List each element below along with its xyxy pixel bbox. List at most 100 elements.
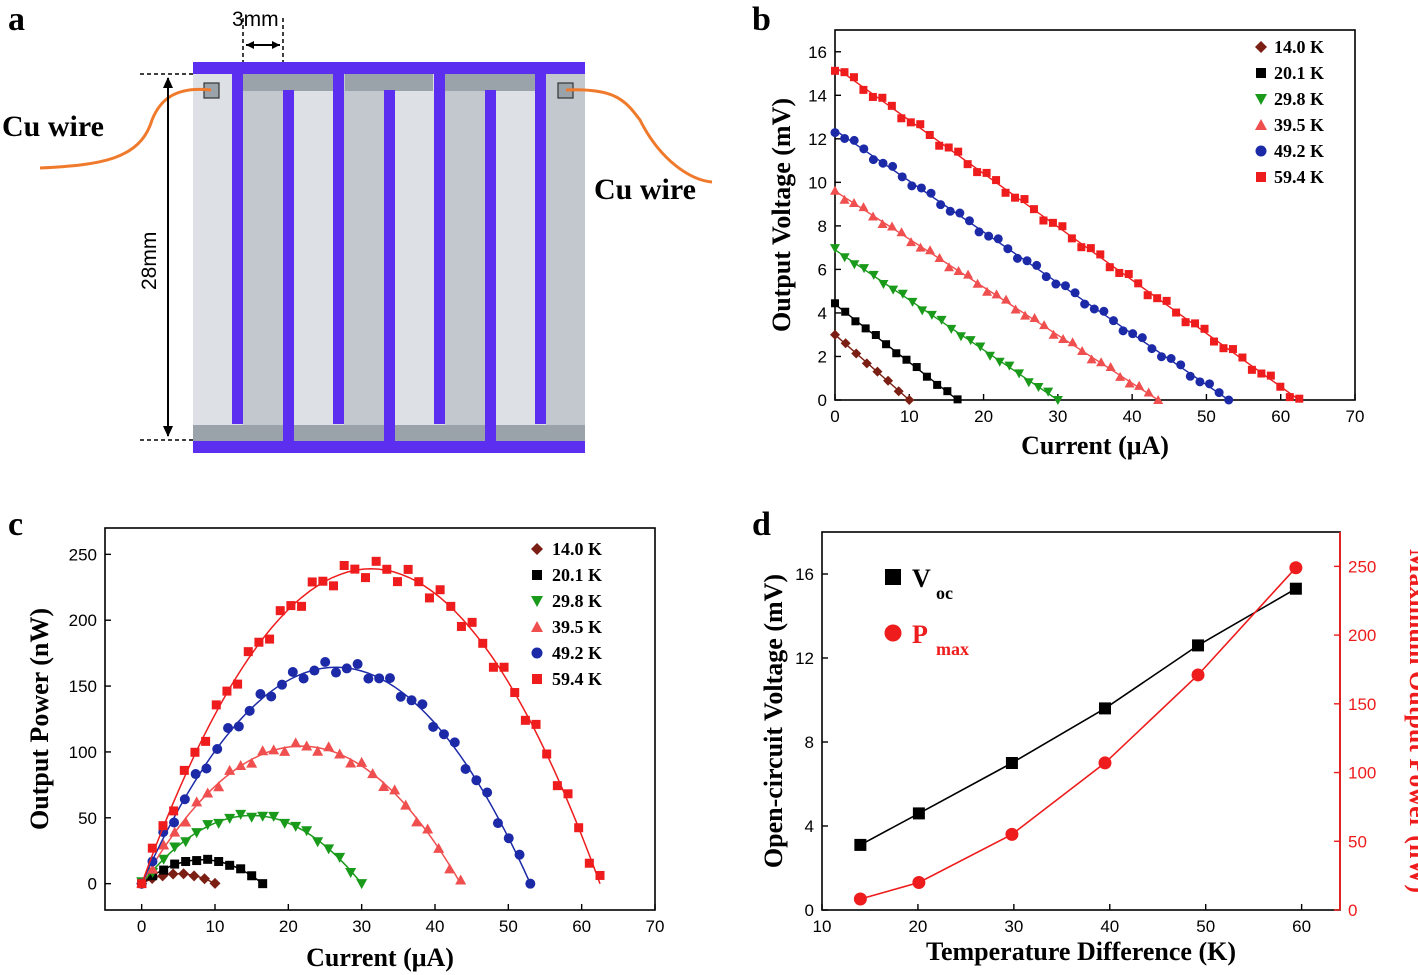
y2-axis-title: Maximum Output Power (nW) xyxy=(1404,549,1418,893)
data-point xyxy=(1067,337,1078,347)
data-point xyxy=(1191,319,1200,328)
data-point xyxy=(830,128,840,138)
data-point xyxy=(201,736,211,746)
y-tick-label: 4 xyxy=(818,304,827,323)
legend-label: 39.5 K xyxy=(1274,115,1324,135)
data-point xyxy=(840,338,851,349)
data-point xyxy=(378,781,390,792)
data-point xyxy=(1166,353,1176,363)
data-point xyxy=(887,221,898,231)
data-point xyxy=(1023,378,1034,388)
series-line xyxy=(860,567,1297,900)
data-point xyxy=(830,244,840,254)
data-point xyxy=(236,864,246,874)
data-point xyxy=(478,638,488,648)
data-point xyxy=(318,576,328,586)
data-point xyxy=(1185,371,1195,381)
chart-c-power-current: 0 10 20 30 40 50 60 70 0 50 100 150 200 250 Current (μ… xyxy=(25,527,664,972)
x-tick-label: 60 xyxy=(572,917,591,936)
arrowhead-icon xyxy=(163,77,173,88)
data-point xyxy=(1256,68,1266,78)
data-point xyxy=(482,787,493,798)
data-point xyxy=(871,331,880,340)
data-point xyxy=(1124,270,1133,279)
data-point xyxy=(1276,382,1285,391)
x-tick-label: 20 xyxy=(279,917,298,936)
data-point xyxy=(384,673,395,684)
data-point xyxy=(859,264,870,274)
data-point xyxy=(201,763,212,774)
data-point xyxy=(839,253,850,263)
data-point xyxy=(1067,234,1076,243)
data-point xyxy=(158,839,170,850)
data-point xyxy=(584,858,594,868)
data-point xyxy=(169,842,181,853)
y-tick-label: 8 xyxy=(818,217,827,236)
y-axis-title: Open-circuit Voltage (mV) xyxy=(759,574,788,868)
data-point xyxy=(1105,362,1116,372)
data-point xyxy=(345,757,357,768)
fit-curve xyxy=(141,666,531,885)
data-point xyxy=(382,564,392,574)
data-point xyxy=(1039,216,1048,225)
x-tick-label: 20 xyxy=(974,407,993,426)
y2-tick-label: 100 xyxy=(1348,764,1376,783)
data-point xyxy=(1162,296,1171,305)
plot-frame xyxy=(104,527,656,911)
y-tick-label: 0 xyxy=(805,901,814,920)
data-point xyxy=(552,781,562,791)
data-point xyxy=(329,581,339,591)
data-point xyxy=(1048,329,1059,339)
data-point xyxy=(944,143,953,152)
chart-b-voltage-current: 0 10 20 30 40 50 60 70 0 2 4 6 8 10 12 14 16 Current (μA)… xyxy=(767,29,1365,460)
vertical-electrode xyxy=(283,90,294,453)
data-point xyxy=(255,688,266,699)
data-point xyxy=(888,285,899,295)
data-point xyxy=(916,120,925,129)
data-point xyxy=(514,849,525,860)
data-point xyxy=(953,266,964,276)
data-point xyxy=(849,135,859,145)
data-point xyxy=(422,823,434,834)
x-tick-label: 40 xyxy=(1100,917,1119,936)
data-point xyxy=(225,860,235,870)
data-point xyxy=(181,857,191,867)
data-point xyxy=(1153,294,1162,303)
x-tick-label: 70 xyxy=(1346,407,1365,426)
data-point xyxy=(361,573,371,583)
data-point xyxy=(849,260,860,270)
data-point xyxy=(179,765,189,775)
x-tick-label: 20 xyxy=(908,917,927,936)
data-point xyxy=(312,745,324,756)
data-point xyxy=(912,363,921,372)
data-point xyxy=(257,745,269,756)
data-point xyxy=(1011,193,1020,202)
data-point xyxy=(147,856,158,867)
y-tick-label: 12 xyxy=(795,649,814,668)
data-point xyxy=(455,874,467,885)
data-point xyxy=(345,867,357,878)
data-point xyxy=(531,621,543,632)
data-point xyxy=(1176,360,1186,370)
data-point xyxy=(945,206,955,216)
data-point xyxy=(1147,344,1157,354)
data-point xyxy=(965,336,976,346)
data-point xyxy=(868,92,877,101)
y-tick-label: 0 xyxy=(88,875,97,894)
data-point xyxy=(922,372,931,381)
data-point xyxy=(841,307,850,316)
data-point xyxy=(290,737,302,748)
x-tick-label: 10 xyxy=(813,917,832,936)
data-point xyxy=(492,818,503,829)
data-point xyxy=(1070,288,1080,298)
x-tick-label: 0 xyxy=(137,917,146,936)
x-tick-label: 60 xyxy=(1292,917,1311,936)
dim-label-28mm: 28mm xyxy=(138,232,161,290)
data-point xyxy=(352,659,363,670)
data-point xyxy=(312,837,324,848)
data-point xyxy=(1058,334,1069,344)
data-point xyxy=(907,181,917,191)
data-point xyxy=(367,768,379,779)
y-tick-label: 16 xyxy=(795,565,814,584)
